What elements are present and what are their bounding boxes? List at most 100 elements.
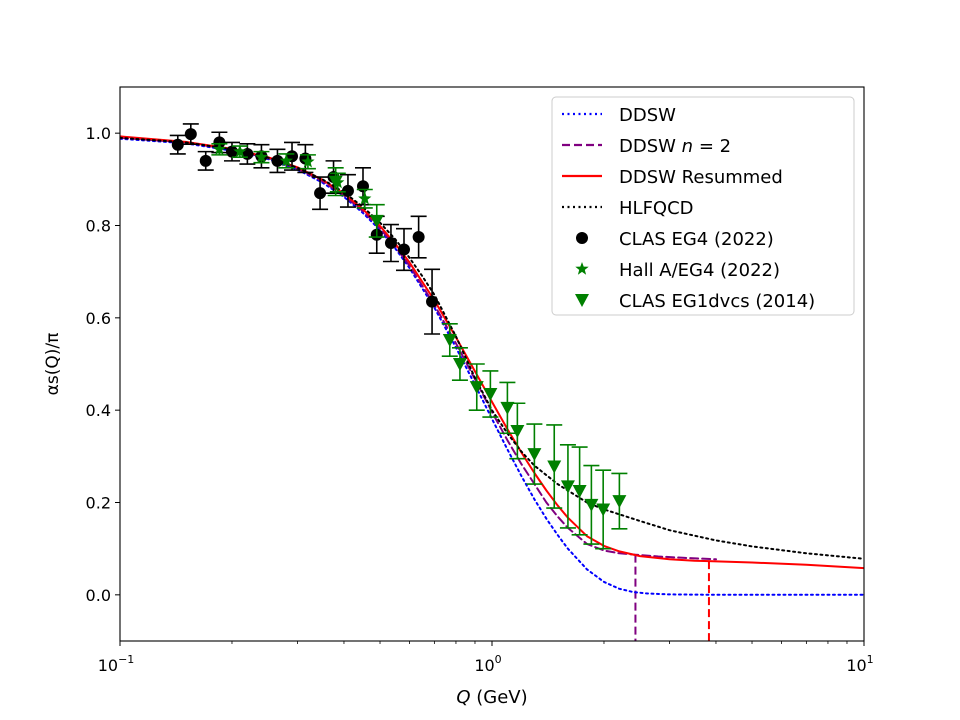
legend-entry: DDSW n = 2 [562,136,731,157]
marker-triangle-down [547,460,562,474]
legend-entry: HLFQCD [562,198,694,219]
marker-circle [412,231,425,244]
legend-label-part: DDSW [619,136,682,157]
data-point [559,443,576,529]
data-point [278,153,295,169]
data-point [356,188,373,209]
legend-label: Hall A/EG4 (2022) [619,260,780,281]
marker-triangle-down [328,175,343,189]
data-point [595,469,612,550]
marker-circle [384,237,397,250]
marker-circle [171,138,184,151]
data-point [451,347,468,381]
marker-triangle-down [369,214,384,228]
x-tick-mantissa: 10 [846,656,866,675]
marker-circle [426,295,439,308]
marker-circle [314,187,327,200]
legend-label-part: CLAS EG1dvcs (2014) [619,291,815,312]
marker-circle [397,243,410,256]
y-tick-label: 0.0 [86,586,111,605]
marker-circle [341,184,354,197]
x-tick-mantissa: 10 [474,656,494,675]
data-point [197,150,214,171]
data-point [253,150,270,164]
data-point [339,173,356,208]
data-point [299,154,316,170]
legend-label-part: = 2 [693,136,731,157]
marker-triangle-down [442,334,457,347]
data-point [211,142,228,156]
legend-marker-star [575,262,589,275]
data-points [169,123,628,550]
marker-triangle-down [612,495,627,509]
marker-star [254,150,269,163]
x-tick-label: 100 [474,653,501,675]
marker-circle [184,128,197,141]
axes: 0.00.20.40.60.81.010−1 100 101 [86,124,874,675]
legend-entry: DDSW Resummed [562,167,783,188]
x-axis-unit: (GeV) [471,687,528,708]
legend-entry: Hall A/EG4 (2022) [575,260,780,281]
marker-triangle-down [584,498,599,512]
data-point [382,223,399,263]
data-point [546,424,563,509]
data-point [368,203,385,238]
y-tick-label: 0.6 [86,309,111,328]
data-point [571,446,588,536]
marker-star [233,144,247,158]
legend-entry: DDSW [562,105,676,126]
marker-triangle-down [452,358,467,371]
marker-star [358,191,372,205]
data-point [327,166,344,197]
data-point [526,423,543,485]
marker-triangle-down [500,401,515,415]
data-point [182,123,199,146]
marker-circle [356,180,369,193]
legend-box [551,96,855,316]
data-point [441,323,458,357]
legend-label-part: HLFQCD [619,198,694,219]
legend-entry: CLAS EG1dvcs (2014) [575,291,815,312]
legend-label: CLAS EG1dvcs (2014) [619,291,815,312]
x-tick-exponent: −1 [118,653,134,666]
series-line [120,136,717,561]
data-point [395,227,412,272]
data-point [169,134,186,155]
marker-triangle-down [469,381,484,395]
data-point [611,472,628,530]
y-tick-label: 0.2 [86,494,111,513]
legend-label: CLAS EG4 (2022) [619,229,774,250]
data-point [499,381,516,435]
legend-label-part: DDSW [619,105,676,126]
marker-triangle-down [572,485,587,498]
legend-label-part: DDSW Resummed [619,167,783,188]
x-tick-label: 101 [846,653,873,675]
marker-star [279,153,293,167]
marker-triangle-down [483,388,498,402]
legend-marker-circle [576,232,588,244]
data-point [312,176,329,211]
marker-circle [225,145,238,158]
x-tick-exponent: 0 [495,653,502,666]
legend-label-part: CLAS EG4 (2022) [619,229,774,250]
data-point [269,148,286,174]
marker-triangle-down [596,503,611,517]
marker-circle [199,154,212,167]
y-tick-label: 1.0 [86,124,111,143]
data-point [583,464,600,545]
cutoff-lines [634,554,710,641]
data-point [509,402,526,460]
data-point [410,215,427,259]
series-line [120,136,864,560]
data-point [424,268,441,335]
marker-star [212,142,226,155]
marker-star [301,154,315,168]
marker-triangle-down [560,480,575,494]
legend-entry: CLAS EG4 (2022) [576,229,774,250]
x-axis-variable: Q [456,687,470,708]
legend-label-part: n [682,136,693,157]
legend-label: DDSW Resummed [619,167,783,188]
x-tick-label: 10−1 [98,653,135,675]
legend-label: DDSW [619,105,676,126]
